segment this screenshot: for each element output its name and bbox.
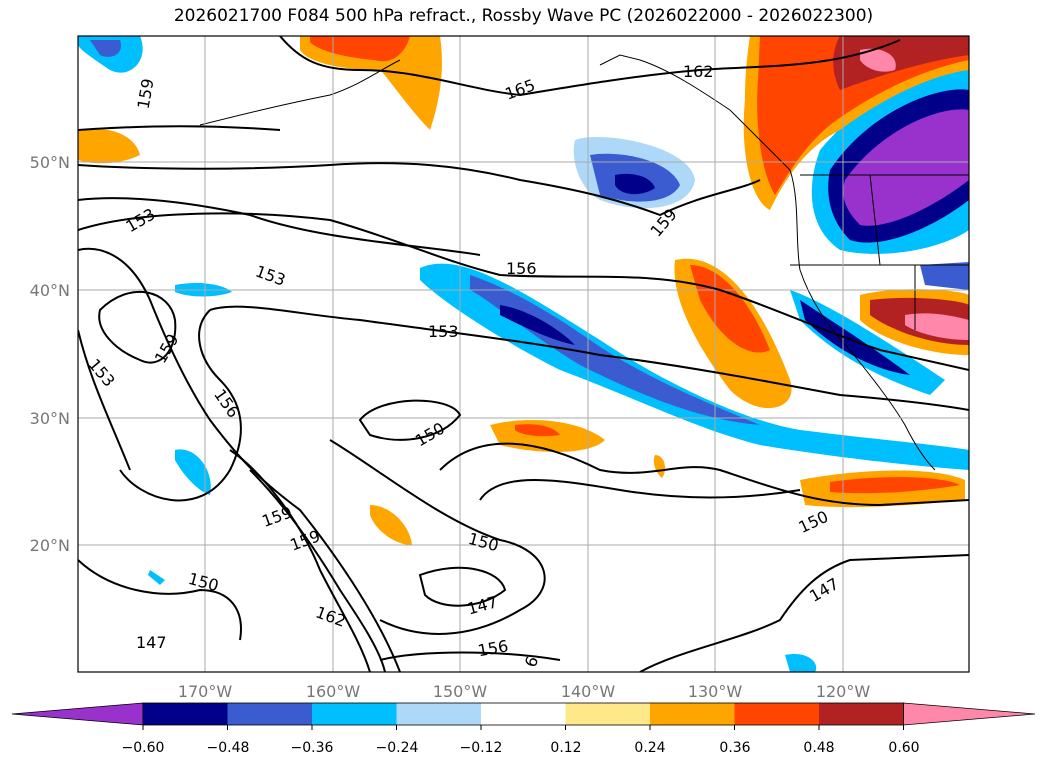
colorbar-tick: −0.24: [376, 740, 419, 756]
colorbar-swatch: [143, 703, 228, 725]
lon-label: 150°W: [433, 682, 488, 701]
lat-tick-labels: 50°N 40°N 30°N 20°N: [30, 153, 70, 555]
colorbar: −0.60 −0.48 −0.36 −0.24 −0.12 0.12 0.24 …: [11, 702, 1036, 756]
contour-label: 150: [412, 419, 448, 451]
colorbar-swatch: [734, 703, 819, 725]
contour-labels: 159 165 162 153 153 156 159 153 159 153 …: [85, 62, 843, 670]
colorbar-swatch: [312, 703, 397, 725]
colorbar-extend-min: [11, 702, 144, 726]
lon-label: 170°W: [178, 682, 233, 701]
lon-label: 130°W: [688, 682, 743, 701]
colorbar-swatch: [227, 703, 312, 725]
colorbar-extend-max: [903, 702, 1036, 726]
colorbar-swatch: [481, 703, 566, 725]
contour-label: 159: [259, 503, 294, 531]
contour-label: 156: [476, 636, 509, 660]
colorbar-tick-labels: −0.60 −0.48 −0.36 −0.24 −0.12 0.12 0.24 …: [122, 740, 920, 756]
colorbar-swatch: [819, 703, 904, 725]
lon-label: 120°W: [816, 682, 871, 701]
colorbar-tick: 0.48: [803, 740, 834, 756]
contour-label: 147: [806, 574, 842, 606]
colorbar-tick: 0.36: [719, 740, 750, 756]
contour-label: 162: [313, 603, 348, 631]
colorbar-tick: −0.12: [460, 740, 503, 756]
colorbar-tick: 0.24: [634, 740, 665, 756]
colorbar-tick: −0.48: [207, 740, 250, 756]
graticule: [78, 36, 969, 672]
colorbar-tick: 0.60: [888, 740, 919, 756]
colorbar-swatch: [650, 703, 735, 725]
lon-label: 160°W: [306, 682, 361, 701]
contour-label: 150: [466, 529, 500, 555]
lat-label: 50°N: [30, 153, 70, 172]
contour-label: 153: [253, 261, 288, 289]
map-frame: [77, 35, 970, 673]
contour-label: 153: [85, 355, 119, 391]
contour-label: 159: [134, 77, 158, 110]
lon-label: 140°W: [561, 682, 616, 701]
colorbar-tick: −0.60: [122, 740, 165, 756]
colorbar-swatches: [11, 702, 1036, 730]
colorbar-swatch: [396, 703, 481, 725]
contour-label: 153: [123, 204, 159, 236]
contour-label: 156: [210, 385, 243, 421]
contour-label: 147: [465, 592, 499, 618]
map-title: 2026021700 F084 500 hPa refract., Rossby…: [173, 6, 874, 26]
contour-label: 159: [287, 526, 322, 554]
colorbar-swatch: [565, 703, 650, 725]
colorbar-tick: 0.12: [550, 740, 581, 756]
lat-label: 30°N: [30, 409, 70, 428]
lon-tick-labels: 170°W 160°W 150°W 140°W 130°W 120°W: [178, 682, 871, 701]
lat-label: 40°N: [30, 281, 70, 300]
contour-label: 162: [683, 62, 714, 81]
colorbar-tick: −0.36: [291, 740, 334, 756]
negative-anomaly-band: [420, 263, 969, 470]
height-contours: [78, 36, 969, 672]
contour-label: 159: [647, 205, 681, 241]
contour-label: 153: [428, 322, 459, 341]
contour-label: 150: [796, 507, 832, 537]
lat-label: 20°N: [30, 536, 70, 555]
map-panel: 159 165 162 153 153 156 159 153 159 153 …: [78, 36, 969, 672]
colorbar-outline: [142, 702, 904, 726]
contour-label: 165: [502, 75, 537, 103]
contour-label: 156: [506, 259, 537, 278]
contour-label: 147: [136, 633, 167, 652]
